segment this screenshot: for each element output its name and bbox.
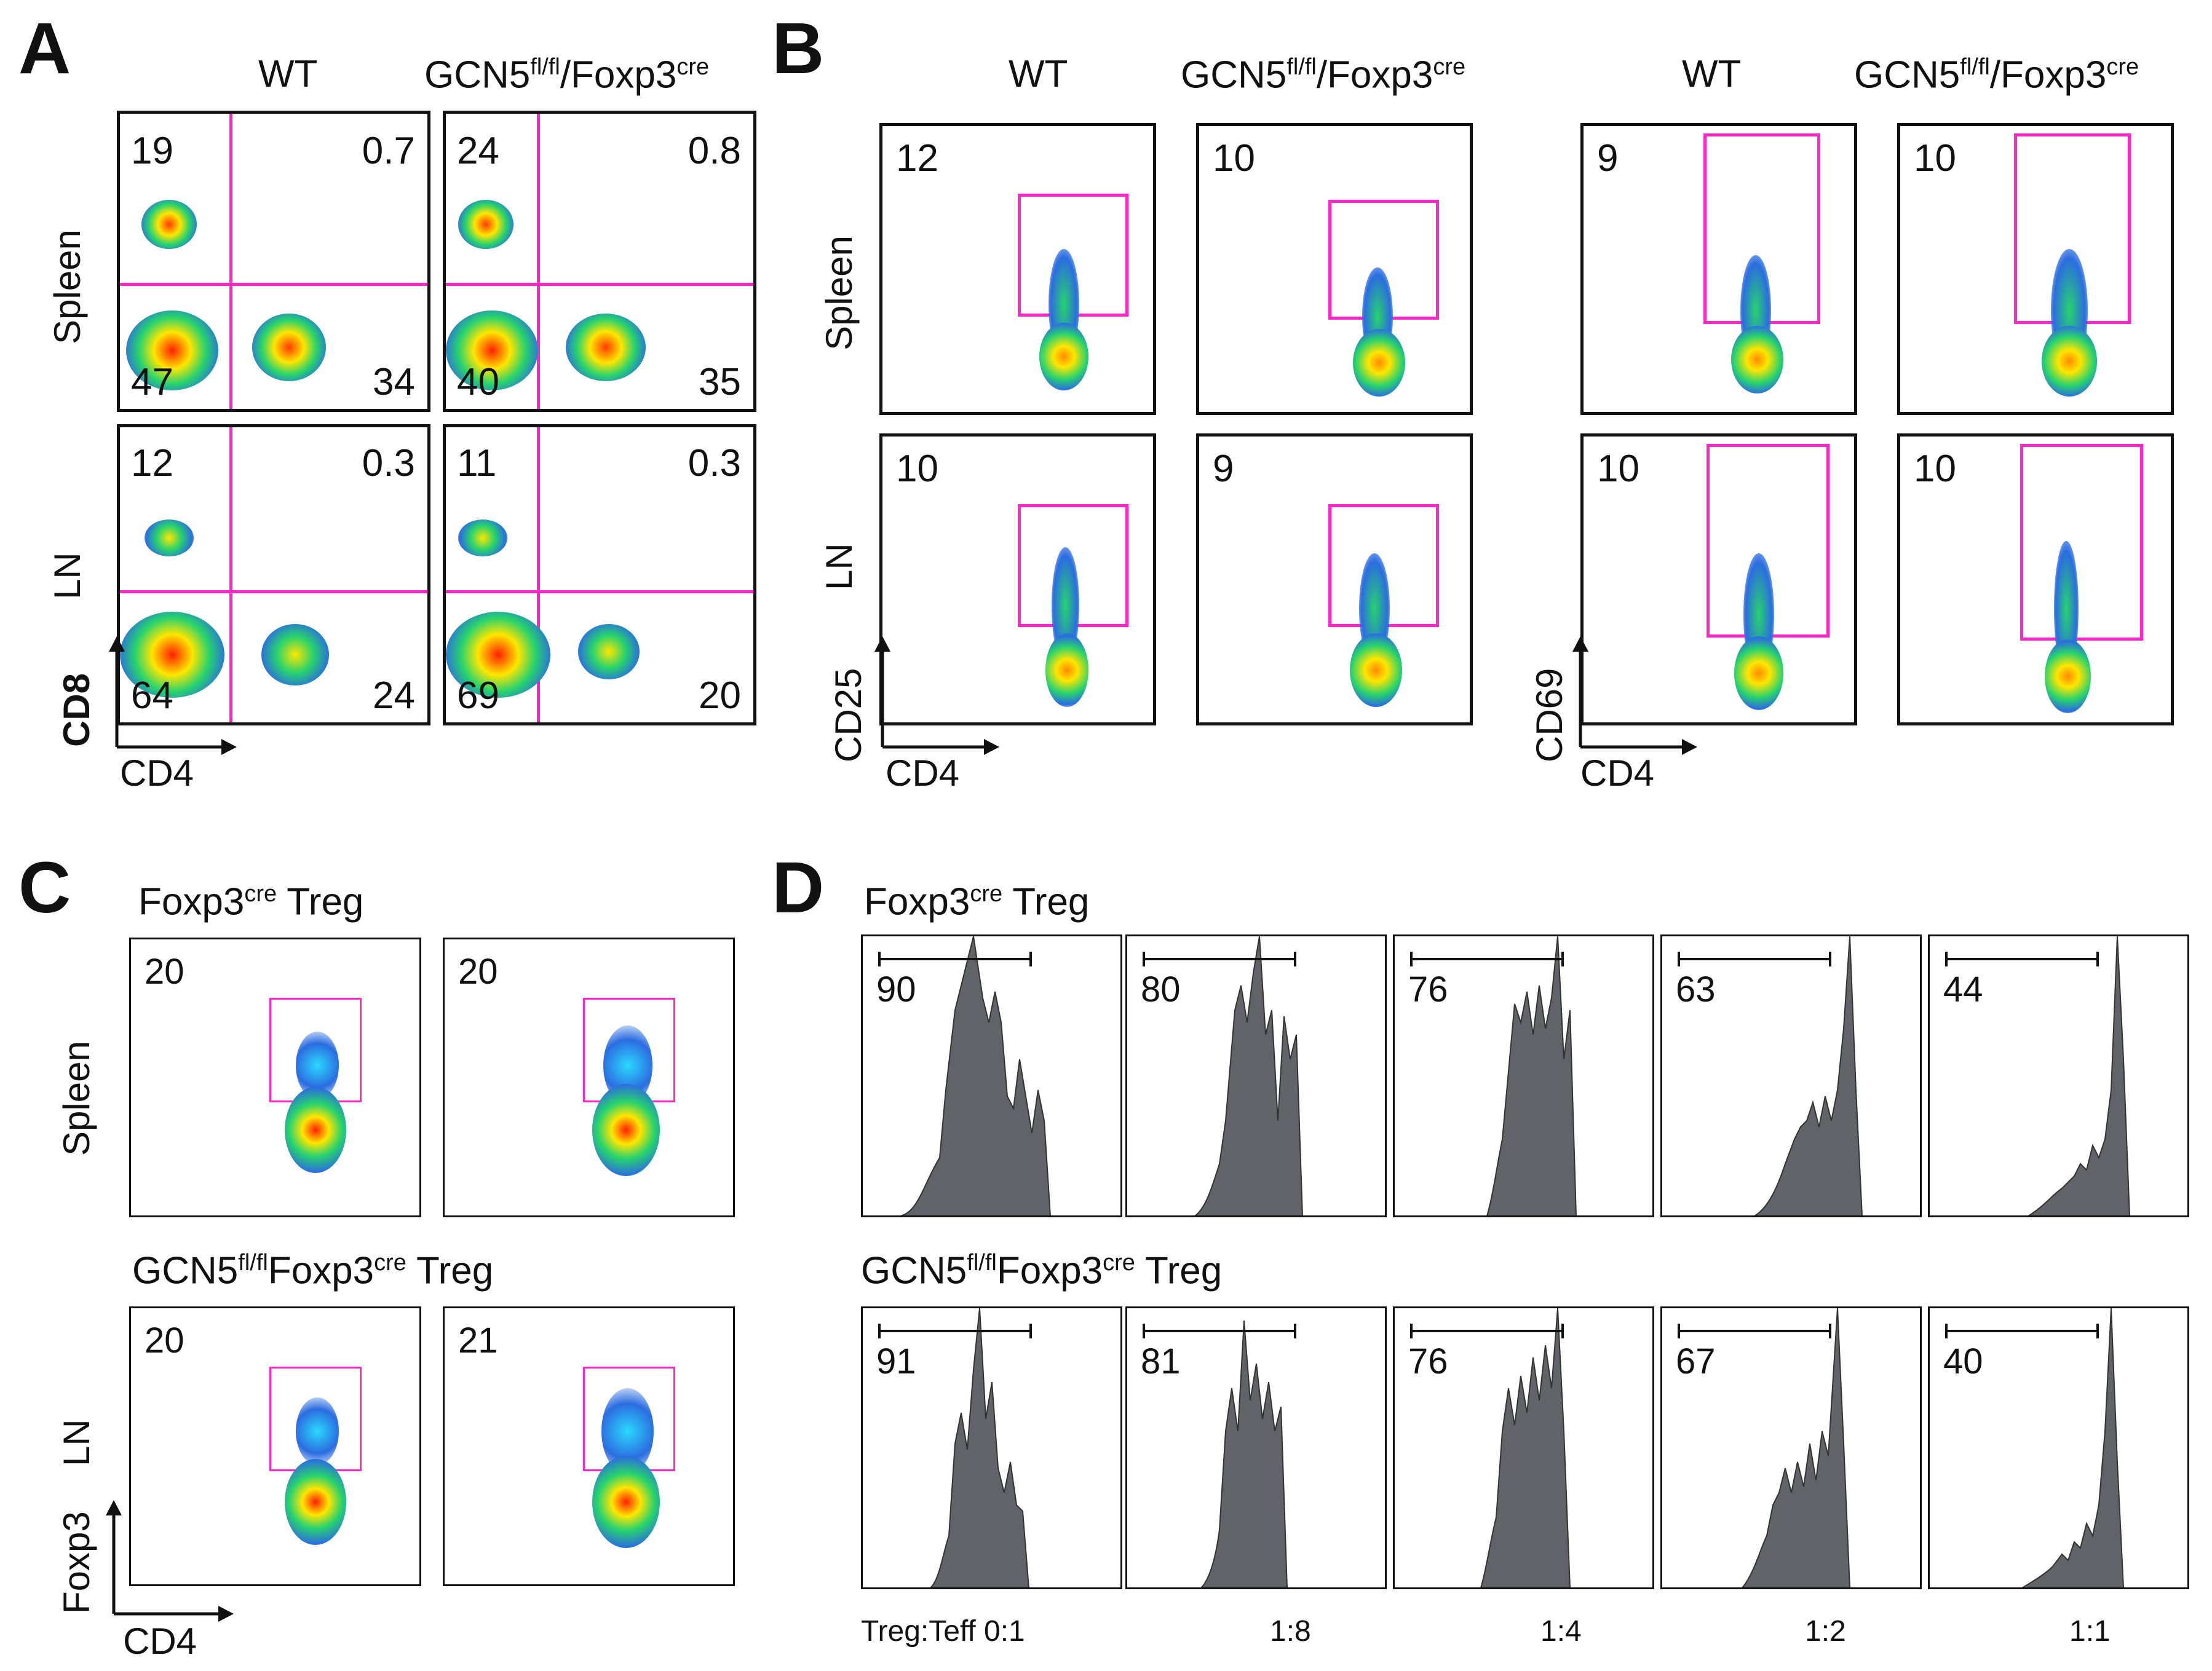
gate-value: 21 [458,1321,498,1361]
gate-value: 10 [1213,137,1255,180]
hist-value: 63 [1676,970,1716,1009]
panel-b-title-ko-2: GCN5fl/fl/Foxp3cre [1854,53,2139,97]
panel-b-title-wt-1: WT [1009,53,1068,95]
panel-d-hist-top-1: 90 [861,934,1122,1217]
panel-b-title-wt-2: WT [1682,53,1742,95]
panel-d-hist-bottom-2: 81 [1125,1306,1387,1589]
panel-d-hist-bottom-3: 76 [1393,1306,1654,1589]
quadrant-value: 24 [373,674,415,717]
quadrant-value: 12 [131,442,173,484]
panel-a-title-ko: GCN5fl/fl/Foxp3cre [424,53,710,97]
hist-value: 67 [1676,1341,1716,1381]
panel-d-hist-top-4: 63 [1660,934,1922,1217]
panel-c-plot-spleen-2: 20 [443,938,735,1217]
panel-a-plot-spleen-wt: 19 0.7 47 34 [117,111,430,412]
hist-value: 40 [1943,1341,1983,1381]
ratio-label: 1:1 [2069,1615,2111,1648]
panel-d-hist-top-5: 44 [1928,934,2189,1217]
hist-value: 91 [876,1341,916,1381]
gate-value: 10 [1914,448,1956,490]
gate-value: 9 [1213,448,1234,490]
quadrant-value: 0.3 [362,442,415,484]
hist-value: 80 [1141,970,1181,1009]
panel-c-subtitle-top: Foxp3cre Treg [138,880,364,923]
quadrant-value: 34 [373,361,415,403]
gate-value: 10 [896,448,938,490]
gate-value: 20 [458,952,498,992]
quadrant-value: 0.8 [688,130,741,172]
gate-value: 9 [1597,137,1619,180]
panel-a-plot-spleen-ko: 24 0.8 40 35 [443,111,756,412]
quadrant-value: 35 [699,361,741,403]
panel-d-letter: D [772,847,825,928]
panel-b-plot-cd69-spleen-ko: 10 [1897,123,2174,415]
panel-c-plot-ln-2: 21 [443,1306,735,1586]
ratio-axis-label: Treg:Teff [861,1615,976,1648]
panel-a-plot-ln-ko: 11 0.3 69 20 [443,424,756,725]
panel-b-plot-cd25-spleen-ko: 10 [1196,123,1473,415]
panel-d-hist-bottom-1: 91 [861,1306,1122,1589]
panel-d-subtitle-bottom: GCN5fl/flFoxp3cre Treg [861,1249,1223,1292]
panel-b-plot-cd69-ln-ko: 10 [1897,433,2174,725]
quadrant-value: 19 [131,130,173,172]
panel-d-hist-top-2: 80 [1125,934,1387,1217]
panel-a-letter: A [18,8,71,89]
hist-value: 76 [1408,970,1448,1009]
gate-value: 10 [1914,137,1956,180]
panel-c-plot-ln-1: 20 [129,1306,421,1586]
hist-value: 44 [1943,970,1983,1009]
quadrant-value: 0.7 [362,130,415,172]
quadrant-value: 47 [131,361,173,403]
panel-a-plot-ln-wt: 12 0.3 64 24 [117,424,430,725]
panel-c-letter: C [18,847,71,928]
gate-value: 12 [896,137,938,180]
ratio-label: 0:1 [984,1615,1025,1648]
panel-b-plot-cd25-ln-ko: 9 [1196,433,1473,725]
gate-value: 20 [145,952,184,992]
quadrant-value: 20 [699,674,741,717]
panel-c-x-axis: CD4 [123,1621,197,1662]
panel-b-plot-cd69-spleen-wt: 9 [1580,123,1857,415]
panel-a-x-axis: CD4 [120,753,194,794]
quadrant-value: 0.3 [688,442,741,484]
panel-b-x-axis-right: CD4 [1580,753,1655,794]
panel-c-y-axis: Foxp3 [56,1511,97,1614]
panel-b-x-axis-left: CD4 [886,753,960,794]
panel-b-plot-cd25-ln-wt: 10 [879,433,1156,725]
panel-b-plot-cd25-spleen-wt: 12 [879,123,1156,415]
panel-b-letter: B [772,8,825,89]
panel-d-hist-bottom-4: 67 [1660,1306,1922,1589]
panel-d-hist-bottom-5: 40 [1928,1306,2189,1589]
quadrant-value: 40 [457,361,499,403]
ratio-label: 1:8 [1270,1615,1311,1648]
hist-value: 76 [1408,1341,1448,1381]
quadrant-value: 69 [457,674,499,717]
hist-value: 81 [1141,1341,1181,1381]
gate-value: 10 [1597,448,1639,490]
quadrant-value: 64 [131,674,173,717]
panel-c-plot-spleen-1: 20 [129,938,421,1217]
panel-a-title-wt: WT [258,53,318,95]
panel-b-title-ko-1: GCN5fl/fl/Foxp3cre [1181,53,1466,97]
panel-b-plot-cd69-ln-wt: 10 [1580,433,1857,725]
panel-d-hist-top-3: 76 [1393,934,1654,1217]
ratio-label: 1:2 [1805,1615,1846,1648]
gate-value: 20 [145,1321,184,1361]
quadrant-value: 24 [457,130,499,172]
hist-value: 90 [876,970,916,1009]
quadrant-value: 11 [457,442,497,484]
panel-c-subtitle-bottom: GCN5fl/flFoxp3cre Treg [132,1249,494,1292]
ratio-label: 1:4 [1540,1615,1582,1648]
panel-d-subtitle-top: Foxp3cre Treg [864,880,1090,923]
